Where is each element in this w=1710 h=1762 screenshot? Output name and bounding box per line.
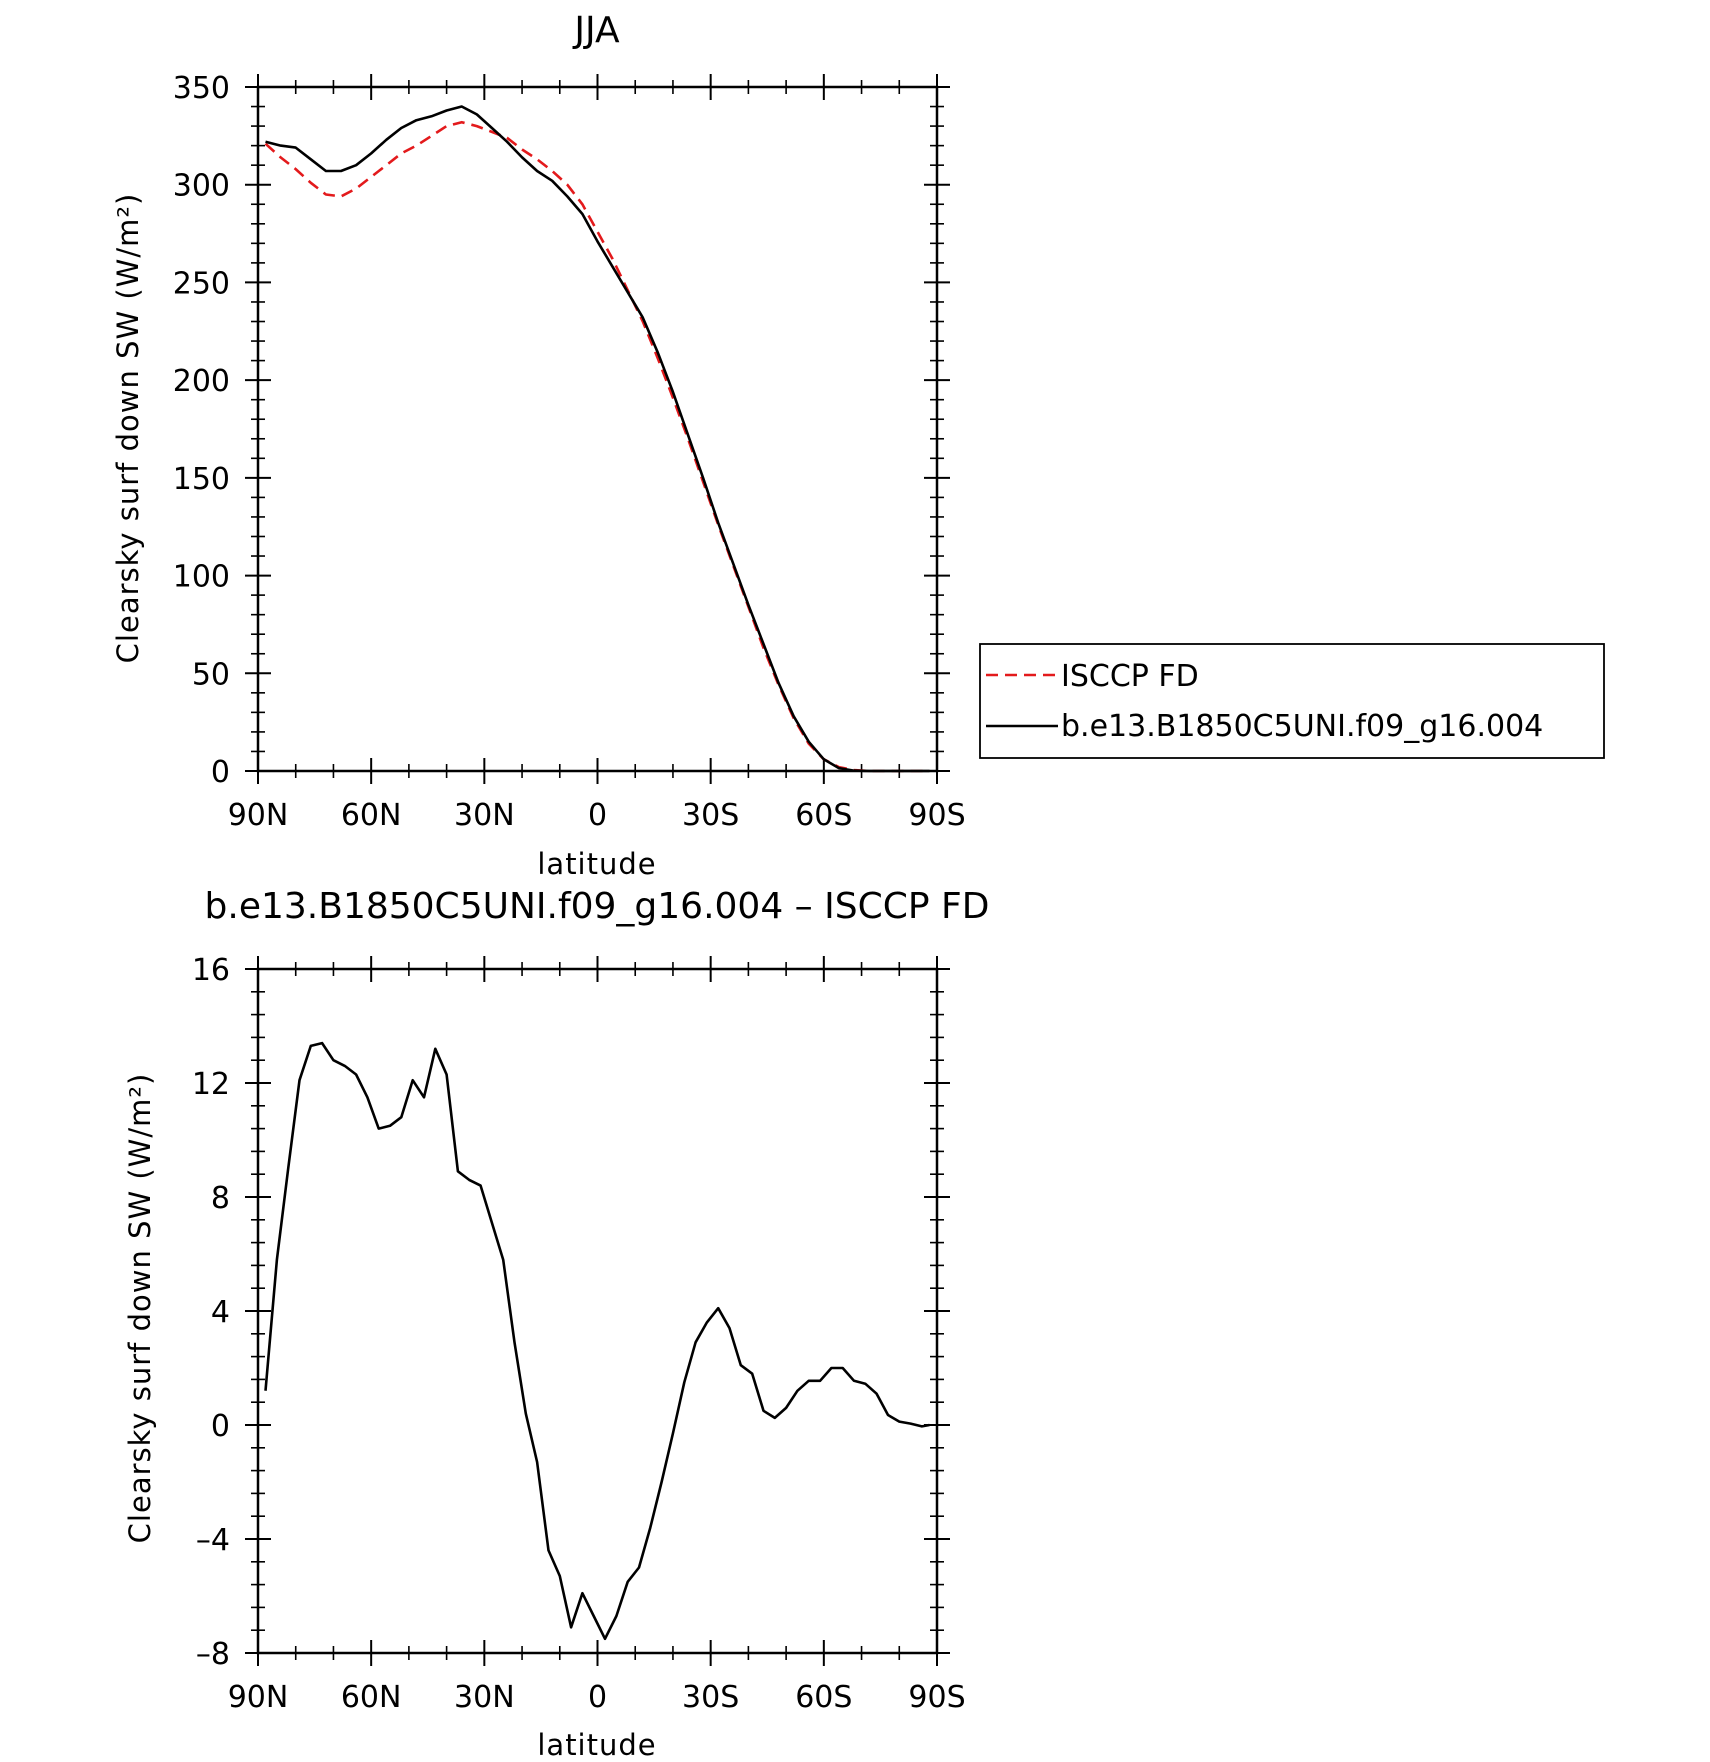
bottom-y-tick-label: –4 [196,1523,230,1558]
top-series-lines [264,105,930,773]
top-y-tick-label: 100 [173,560,230,595]
bottom-x-tick-label: 30S [682,1680,739,1715]
bottom-plot-frame [256,967,939,1655]
bottom-x-tick-label: 90S [908,1680,965,1715]
bottom-y-axis-label: Clearsky surf down SW (W/m²) [123,1073,157,1544]
bottom-y-tick-label: 12 [192,1067,230,1102]
top-plot-frame [256,85,939,773]
top-y-tick-label: 350 [173,71,230,106]
legend-label-model: b.e13.B1850C5UNI.f09_g16.004 [1061,709,1543,744]
bottom-y-tick-label: 8 [211,1181,230,1216]
bottom-x-tick-label: 30N [454,1680,515,1715]
top-x-tick-label: 60N [341,798,402,833]
bottom-x-tick-label: 60N [341,1680,402,1715]
legend: ISCCP FD b.e13.B1850C5UNI.f09_g16.004 [979,643,1605,759]
bottom-series-line [264,1041,930,1641]
top-y-tick-label: 300 [173,169,230,204]
top-y-tick-label: 0 [211,755,230,790]
top-y-tick-label: 50 [192,657,230,692]
top-x-tick-label: 30N [454,798,515,833]
top-series-line-model [265,105,930,773]
bottom-x-tick-labels: 90N 60N 30N 0 30S 60S 90S [228,1680,966,1715]
top-y-axis-label: Clearsky surf down SW (W/m²) [111,193,145,664]
legend-label-isccp: ISCCP FD [1061,659,1199,694]
top-x-tick-label: 30S [682,798,739,833]
top-x-axis-label: latitude [537,847,656,881]
bottom-chart-title: b.e13.B1850C5UNI.f09_g16.004 – ISCCP FD [205,886,990,927]
bottom-y-tick-label: –8 [196,1637,230,1672]
top-x-tick-labels: 90N 60N 30N 0 30S 60S 90S [228,798,966,833]
top-x-tick-label: 60S [795,798,852,833]
bottom-panel: b.e13.B1850C5UNI.f09_g16.004 – ISCCP FD … [123,886,989,1762]
bottom-x-tick-label: 60S [795,1680,852,1715]
bottom-y-tick-label: 0 [211,1409,230,1444]
top-chart-title: JJA [572,10,620,51]
top-series-line-isccp [264,120,930,773]
top-y-tick-label: 250 [173,266,230,301]
top-panel: JJA Clearsky surf down SW (W/m²) latitud… [111,10,966,881]
bottom-y-tick-labels: –8 –4 0 4 8 12 16 [192,953,230,1672]
legend-box [979,643,1605,759]
bottom-series-line-model [264,1041,930,1641]
bottom-x-tick-label: 90N [228,1680,289,1715]
top-x-tick-label: 0 [588,798,607,833]
bottom-y-tick-label: 4 [211,1295,230,1330]
bottom-x-tick-label: 0 [588,1680,607,1715]
top-x-tick-label: 90N [228,798,289,833]
bottom-x-axis-label: latitude [537,1728,656,1762]
top-y-tick-labels: 0 50 100 150 200 250 300 350 [173,71,230,790]
top-axis-ticks [245,74,950,784]
top-y-tick-label: 200 [173,364,230,399]
bottom-axis-ticks [245,956,950,1666]
top-x-tick-label: 90S [908,798,965,833]
bottom-y-tick-label: 16 [192,953,230,988]
top-y-tick-label: 150 [173,462,230,497]
